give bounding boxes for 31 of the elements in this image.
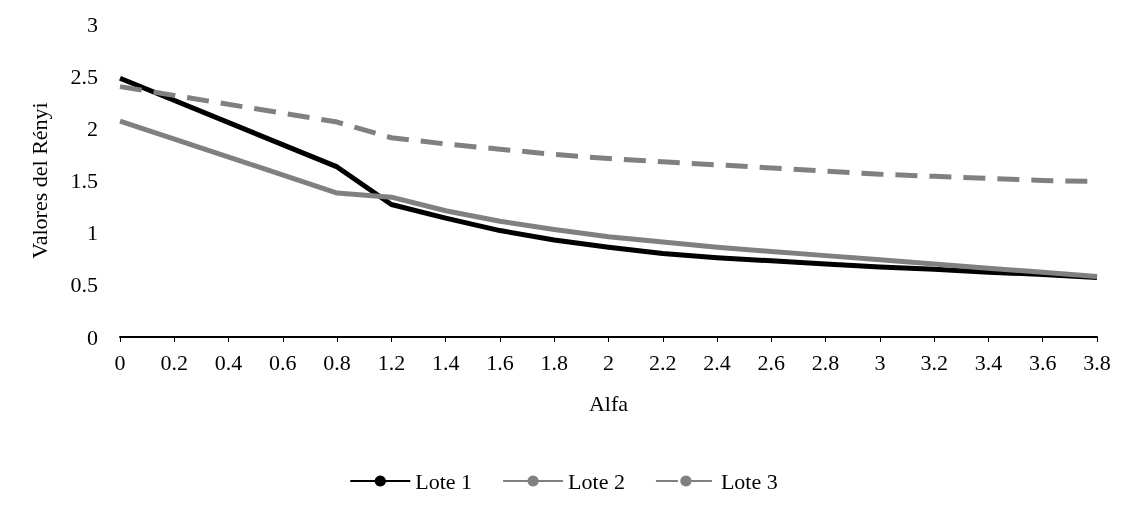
x-tick-label: 0: [114, 349, 126, 375]
x-axis-title: Alfa: [588, 390, 629, 416]
y-tick-label: 2.5: [70, 63, 98, 89]
x-tick-label: 1.2: [377, 349, 406, 375]
y-tick-label: 1: [87, 220, 98, 246]
x-tick-label: 0.6: [269, 349, 297, 375]
x-tick-label: 3: [874, 349, 886, 375]
x-tick-label: 2: [603, 349, 614, 375]
y-tick-label: 0: [87, 324, 98, 350]
y-tick-label: 3: [87, 11, 98, 37]
x-tick-label: 1.4: [431, 349, 460, 375]
x-tick-label: 3.2: [920, 349, 948, 375]
legend-label: Lote 1: [415, 468, 473, 494]
x-tick-label: 0.8: [323, 349, 351, 375]
x-tick-label: 2.8: [811, 349, 840, 375]
x-tick-label: 1.8: [540, 349, 568, 375]
x-tick-label: 0.4: [214, 349, 243, 375]
x-tick-label: 3.8: [1083, 349, 1111, 375]
x-tick-label: 2.4: [703, 349, 731, 375]
y-tick-label: 2: [87, 115, 98, 141]
x-tick-label: 3.4: [974, 349, 1003, 375]
legend-label: Lote 3: [720, 468, 778, 494]
legend-label: Lote 2: [568, 468, 625, 494]
x-tick-label: 2.6: [757, 349, 786, 375]
x-tick-label: 1.6: [486, 349, 514, 375]
y-tick-label: 1.5: [70, 168, 98, 193]
x-tick-label: 0.2: [160, 349, 189, 375]
y-axis-title: Valores del Rényi: [26, 102, 52, 259]
x-tick-label: 3.6: [1028, 349, 1057, 375]
y-tick-label: 0.5: [70, 272, 98, 298]
x-tick-label: 2.2: [649, 349, 677, 375]
